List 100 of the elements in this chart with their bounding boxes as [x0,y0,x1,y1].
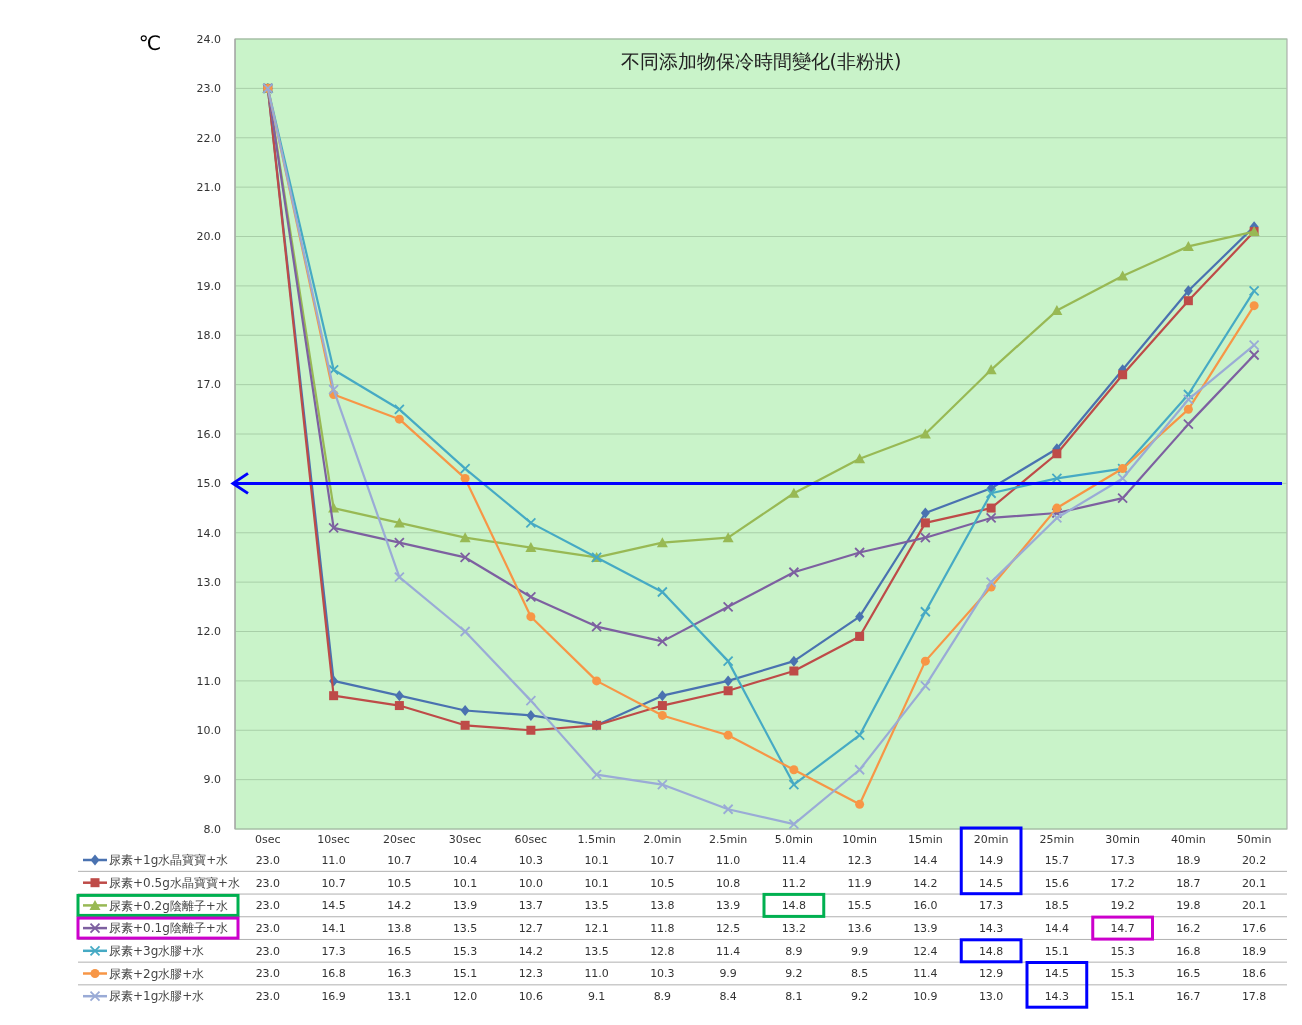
data-label: 14.3 [978,921,1004,935]
data-label: 13.7 [518,899,544,913]
data-label: 16.8 [321,967,346,981]
y-tick-label: 22.0 [196,131,221,145]
data-label: 14.2 [518,944,544,958]
data-label: 12.4 [913,944,938,958]
data-label: 15.1 [452,967,478,981]
text: 不同添加物保冷時間變化(非粉狀) [620,50,902,72]
data-label: 14.4 [1044,921,1070,935]
y-tick-label: 8.0 [203,822,221,836]
x-tick-label: 50min [1236,832,1272,846]
legend-label: 尿素+2g水膠+水 [109,966,205,981]
data-label: 18.6 [1241,967,1267,981]
data-label: 8.1 [785,990,803,1004]
data-label: 13.5 [452,921,478,935]
data-label: 13.8 [650,899,675,913]
data-label: 20.2 [1241,853,1267,867]
data-label: 8.5 [850,967,869,981]
data-label: 14.5 [321,899,346,913]
data-label: 11.4 [781,853,807,867]
x-tick-label: 10sec [317,832,350,846]
y-tick-label: 23.0 [196,82,221,96]
y-tick-label: 12.0 [196,625,221,639]
data-label: 13.8 [387,921,412,935]
data-label: 10.7 [387,853,412,867]
data-label: 15.7 [1044,853,1070,867]
data-label: 12.5 [715,921,741,935]
data-label: 23.0 [255,853,281,867]
data-label: 12.3 [518,967,544,981]
y-tick-label: 16.0 [196,427,221,441]
y-tick-label: 18.0 [196,329,221,343]
data-label: 12.3 [847,853,872,867]
data-label: 10.0 [518,876,544,890]
x-tick-label: 0sec [255,832,281,846]
data-label: 11.2 [781,876,807,890]
data-label: 20.1 [1241,899,1267,913]
data-label: 8.9 [653,990,672,1004]
data-label: 11.8 [650,921,675,935]
data-label: 12.7 [518,921,544,935]
data-label: 14.2 [387,899,412,913]
data-label: 16.5 [1176,967,1201,981]
data-label: 10.7 [650,853,675,867]
data-label: 17.3 [978,899,1004,913]
data-label: 12.1 [584,921,609,935]
data-label: 9.1 [587,990,606,1004]
data-label: 14.4 [913,853,938,867]
data-label: 9.9 [850,944,869,958]
y-tick-label: 11.0 [196,674,221,688]
data-label: 23.0 [255,967,281,981]
data-label: 13.2 [781,921,807,935]
data-label: 20.1 [1241,876,1267,890]
legend-label: 尿素+0.5g水晶寶寶+水 [109,875,240,890]
data-label: 10.7 [321,876,346,890]
data-label: 18.9 [1176,853,1201,867]
y-tick-label: 13.0 [196,575,221,589]
data-label: 15.1 [1044,944,1070,958]
data-label: 16.8 [1176,944,1201,958]
data-label: 10.4 [452,853,478,867]
data-label: 10.3 [518,853,544,867]
data-label: 18.5 [1044,899,1070,913]
x-tick-label: 20sec [383,832,416,846]
data-label: 12.8 [650,944,675,958]
data-label: 10.1 [452,876,478,890]
data-label: 10.5 [387,876,412,890]
y-tick-label: 24.0 [196,32,221,46]
legend-label: 尿素+1g水晶寶寶+水 [109,853,229,868]
x-tick-label: 40min [1171,832,1206,846]
data-label: 12.9 [978,967,1004,981]
data-label: 14.8 [781,899,807,913]
x-tick-label: 2.0min [643,832,682,846]
data-label: 10.1 [584,876,609,890]
data-label: 23.0 [255,921,281,935]
data-label: 15.3 [452,944,478,958]
data-label: 16.0 [913,899,938,913]
data-label: 15.5 [847,899,872,913]
x-tick-label: 5.0min [774,832,814,846]
data-label: 10.6 [518,990,544,1004]
x-tick-label: 25min [1039,832,1075,846]
data-label: 14.8 [978,944,1004,958]
data-label: 15.6 [1044,876,1070,890]
data-label: 15.3 [1110,967,1135,981]
y-tick-label: 20.0 [196,230,221,244]
legend-label: 尿素+0.2g陰離子+水 [109,898,228,913]
x-tick-label: 2.5min [709,832,748,846]
legend-label: 尿素+0.1g陰離子+水 [109,921,228,936]
data-label: 17.6 [1241,921,1267,935]
data-label: 16.9 [321,990,346,1004]
data-label: 8.9 [785,944,803,958]
data-label: 16.3 [387,967,412,981]
legend-label: 尿素+3g水膠+水 [109,944,205,958]
data-label: 8.4 [719,990,737,1004]
data-label: 11.0 [584,967,609,981]
data-label: 11.4 [913,967,938,981]
y-tick-label: 9.0 [203,773,221,787]
data-label: 14.1 [321,921,346,935]
data-label: 12.0 [452,990,478,1004]
x-tick-label: 30sec [448,832,482,846]
data-label: 17.8 [1241,990,1267,1004]
data-label: 18.9 [1241,944,1267,958]
data-label: 14.7 [1110,921,1135,935]
